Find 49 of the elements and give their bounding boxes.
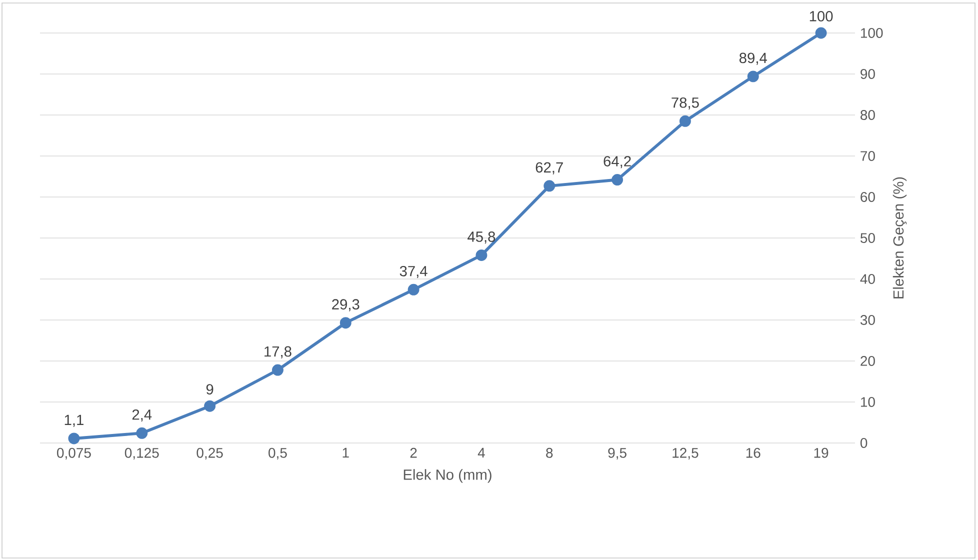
point <box>747 70 759 82</box>
data-label: 37,4 <box>400 266 428 278</box>
x-tick-label: 1 <box>342 448 349 458</box>
y-tick-label: 60 <box>860 192 875 202</box>
point <box>612 174 624 186</box>
point <box>204 400 216 412</box>
x-tick-label: 19 <box>814 448 828 458</box>
x-tick-label: 0,075 <box>56 448 91 460</box>
data-label: 62,7 <box>536 162 563 174</box>
point <box>408 284 420 296</box>
data-label: 89,4 <box>739 52 767 65</box>
x-tick-label: 8 <box>546 448 553 458</box>
y-tick-label: 100 <box>861 28 883 38</box>
point <box>815 27 827 39</box>
point <box>340 317 352 329</box>
x-tick-label: 0,125 <box>124 448 159 460</box>
y-tick-label: 0 <box>860 438 868 448</box>
x-tick-label: 0,25 <box>196 448 223 460</box>
x-tick-label: 16 <box>746 448 760 458</box>
point <box>272 364 284 376</box>
x-tick-label: 9,5 <box>608 448 626 460</box>
data-label: 2,4 <box>132 409 152 422</box>
x-tick-label: 4 <box>478 448 485 458</box>
data-label: 1,1 <box>64 414 84 427</box>
y-axis-title: Elekten Geçen (%) <box>892 177 907 298</box>
y-tick-label: 90 <box>860 69 875 79</box>
data-label: 17,8 <box>264 346 292 358</box>
y-tick-label: 70 <box>860 151 875 161</box>
x-axis-title: Elek No (mm) <box>404 469 492 483</box>
data-label: 100 <box>810 11 833 22</box>
y-tick-label: 20 <box>860 356 875 366</box>
y-tick-label: 40 <box>860 274 875 284</box>
data-label: 29,3 <box>332 299 360 312</box>
point <box>136 427 148 439</box>
y-tick-label: 80 <box>860 110 875 120</box>
x-tick-label: 12,5 <box>672 448 698 460</box>
y-tick-label: 10 <box>861 397 875 407</box>
x-tick-label: 2 <box>410 448 417 458</box>
data-label: 9 <box>206 384 214 394</box>
data-label: 45,8 <box>468 232 496 244</box>
point <box>476 249 488 261</box>
data-label: 64,2 <box>604 156 631 168</box>
y-tick-label: 30 <box>860 315 875 325</box>
x-tick-label: 0,5 <box>268 448 287 460</box>
point <box>544 180 556 192</box>
y-tick-label: 50 <box>860 233 875 243</box>
point <box>68 432 80 444</box>
data-label: 78,5 <box>672 97 699 110</box>
point <box>679 115 691 127</box>
